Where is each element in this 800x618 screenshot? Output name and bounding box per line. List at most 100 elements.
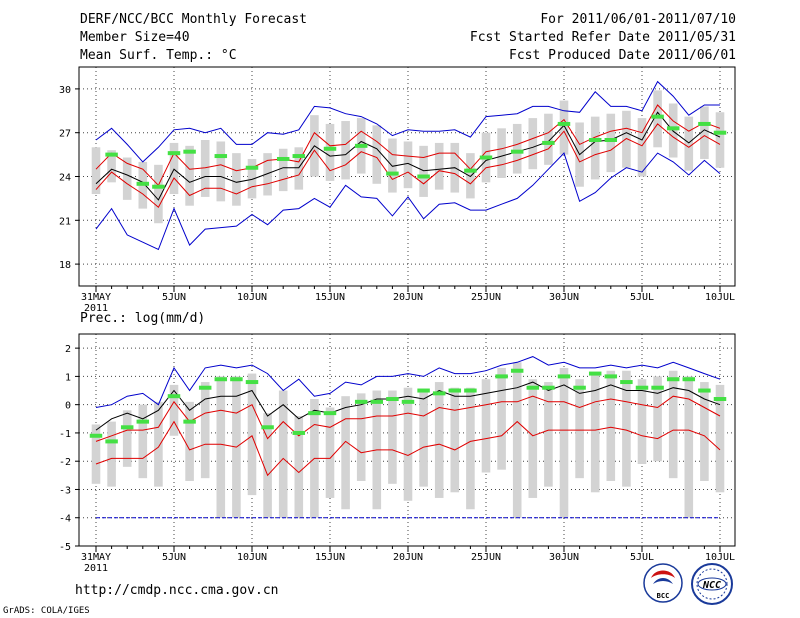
spread-bar (294, 415, 304, 518)
observation-marker (713, 130, 727, 135)
series-inner-upper (95, 104, 721, 187)
spread-bar (575, 379, 584, 479)
spread-bar (185, 145, 194, 206)
y-tick-label: 27 (59, 129, 71, 140)
observation-marker (323, 146, 337, 151)
spread-bar (668, 370, 678, 479)
forecast-produced-date: Fcst Produced Date 2011/06/01 (509, 48, 736, 63)
spread-bar (544, 113, 553, 165)
spread-bar (278, 148, 288, 192)
grads-credit: GrADS: COLA/IGES (3, 606, 90, 616)
observation-marker (526, 385, 540, 390)
observation-marker (245, 165, 259, 170)
spread-bar (154, 401, 163, 487)
observation-marker (354, 143, 368, 148)
spread-bar (590, 116, 600, 180)
spread-bar (606, 113, 616, 173)
x-tick-label: 15JUN (315, 552, 345, 563)
x-tick-label: 31MAY (81, 292, 111, 303)
observation-marker (214, 154, 228, 159)
forecast-started-date: Fcst Started Refer Date 2011/05/31 (470, 30, 736, 45)
y-tick-label: 24 (59, 173, 71, 184)
observation-marker (479, 155, 493, 160)
temperature-variable-label: Mean Surf. Temp.: °C (80, 48, 237, 63)
spread-bar (200, 382, 210, 479)
observation-marker (604, 374, 618, 379)
spread-bar (107, 150, 116, 183)
observation-marker (105, 439, 118, 444)
spread-bar (622, 110, 631, 168)
y-tick-label: 18 (59, 260, 71, 271)
spread-bar (606, 370, 616, 481)
x-tick-label: 31MAY (81, 552, 111, 563)
spread-bar (419, 390, 428, 487)
spread-bar (637, 379, 647, 465)
observation-marker (542, 140, 555, 145)
observation-marker (370, 399, 384, 404)
spread-bar (700, 106, 709, 159)
observation-marker (666, 126, 680, 131)
member-size-label: Member Size=40 (80, 30, 190, 45)
observation-marker (292, 154, 306, 159)
series-outer-lower (95, 420, 721, 477)
x-tick-label: 5JUN (162, 292, 186, 303)
spread-bar (653, 90, 662, 148)
observation-marker (713, 397, 727, 402)
ncc-logo-text: NCC (702, 580, 721, 591)
observation-marker (183, 149, 196, 154)
spread-bar (512, 123, 522, 174)
observation-marker (214, 377, 228, 382)
y-tick-label: 2 (65, 344, 71, 355)
spread-bar (497, 367, 506, 470)
spread-bar (466, 387, 475, 510)
x-tick-label: 25JUN (471, 552, 501, 563)
spread-bar (684, 376, 694, 518)
spread-bar (559, 100, 569, 155)
y-tick-label: 30 (59, 85, 71, 96)
spread-bar (419, 145, 428, 197)
x-tick-label: 10JUL (705, 292, 735, 303)
spread-bar (91, 424, 101, 484)
spread-bar (294, 147, 304, 190)
series-outer-upper (95, 356, 721, 408)
observation-marker (261, 425, 274, 430)
observation-marker (698, 388, 711, 393)
spread-bar (154, 164, 163, 224)
observation-marker (604, 138, 618, 142)
observation-marker (682, 377, 696, 382)
figure-title: DERF/NCC/BCC Monthly Forecast (80, 12, 307, 27)
spread-bar (122, 410, 132, 467)
spread-bar (528, 379, 538, 498)
observation-marker (136, 181, 150, 186)
precip-variable-label: Prec.: log(mm/d) (80, 311, 205, 326)
source-url[interactable]: http://cmdp.ncc.cma.gov.cn (75, 583, 279, 598)
observation-marker (167, 394, 181, 399)
spread-bar (700, 382, 709, 481)
spread-bar (232, 153, 241, 206)
spread-bar (481, 379, 491, 473)
spread-bar (450, 387, 460, 493)
spread-bar (169, 142, 179, 195)
series-outer-upper (95, 80, 720, 163)
spread-bar (341, 396, 350, 510)
observation-marker (245, 380, 259, 385)
spread-bar (107, 421, 116, 487)
observation-marker (698, 121, 711, 126)
series-ensemble-mean (95, 381, 721, 431)
observation-marker (510, 368, 524, 373)
spread-bar (388, 390, 397, 484)
observation-marker (432, 391, 446, 396)
series-outer-lower (95, 152, 721, 251)
spread-bar (325, 407, 335, 498)
spread-bar (559, 367, 569, 518)
x-tick-label: 10JUN (237, 552, 267, 563)
series-inner-lower (95, 395, 721, 442)
observation-marker (573, 385, 586, 390)
observation-marker (323, 411, 337, 416)
x-tick-label: 10JUN (237, 292, 267, 303)
spread-bar (497, 128, 506, 178)
spread-bar (263, 413, 272, 518)
spread-bar (216, 376, 226, 518)
